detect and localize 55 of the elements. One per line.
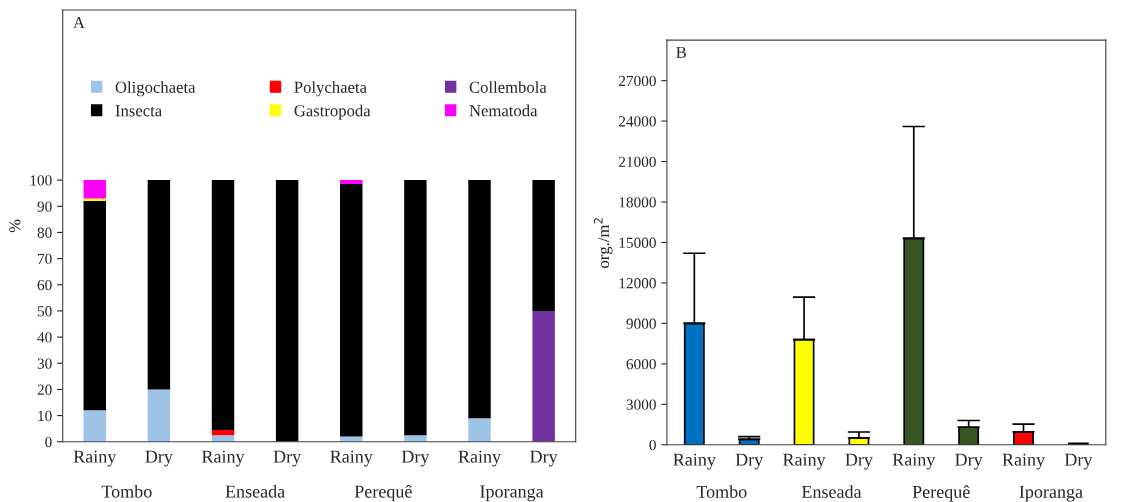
text: Perequê [912,485,970,502]
y-tick-label: 100 [30,175,52,186]
y-tick-label: 9000 [626,318,656,329]
y-tick-label: 0 [45,436,52,448]
y-tick-label: 15000 [619,237,656,248]
legend-label: Oligochaeta [115,81,196,97]
y-tick-label: 27000 [618,75,656,87]
text: Enseada [225,484,285,498]
x-tick-label: Rainy [458,450,502,467]
y-tick-label: 30 [37,358,52,369]
y-tick-label: 40 [37,332,52,343]
y-tick-label: 24000 [618,116,656,127]
x-tick-label: Dry [955,453,983,470]
x-tick-label: Rainy [73,450,117,467]
x-tick-label: Dry [145,450,173,467]
x-tick-label: Rainy [330,450,373,467]
x-tick-label: Rainy [892,453,936,470]
x-tick-label: Rainy [673,453,716,470]
chart-title: B [676,46,686,58]
y-tick-label: 50 [37,306,52,317]
x-tick-label: Dry [845,453,873,470]
legend-label: Polychaeta [294,81,367,97]
y-tick-label: 90 [37,201,52,212]
x-tick-label: Dry [1064,453,1093,470]
x-tick-label: Rainy [1002,453,1045,470]
y-tick-label: 3000 [626,399,656,410]
chart-title: A [73,17,85,29]
y-axis-title: % [9,219,21,233]
text: Tombo [101,484,152,498]
text: Iporanga [1019,485,1083,502]
x-tick-label: Dry [273,450,302,467]
y-tick-label: 12000 [619,278,656,289]
y-axis-title: org./m$^{2}$ [593,218,613,268]
legend-label: Gastropoda [294,104,371,120]
text: Enseada [801,485,862,498]
y-tick-label: 80 [37,227,52,238]
y-tick-label: 60 [37,279,52,291]
legend-label: Insecta [115,105,162,117]
y-tick-label: 20 [37,384,52,395]
legend-label: Nematoda [469,104,538,117]
y-tick-label: 6000 [626,358,656,370]
text: Perequê [354,484,412,502]
y-tick-label: 18000 [619,197,656,208]
text: Tombo [696,485,747,498]
y-tick-label: 70 [38,253,52,265]
y-tick-label: 21000 [618,156,656,167]
y-tick-label: 0 [649,439,656,451]
x-tick-label: Rainy [201,450,245,467]
x-tick-label: Rainy [783,453,826,470]
x-tick-label: Dry [530,450,558,467]
x-tick-label: Dry [735,453,764,470]
y-tick-label: 10 [38,410,52,422]
legend-label: Collembola [469,81,547,93]
text: Iporanga [480,485,544,502]
x-tick-label: Dry [401,450,430,467]
